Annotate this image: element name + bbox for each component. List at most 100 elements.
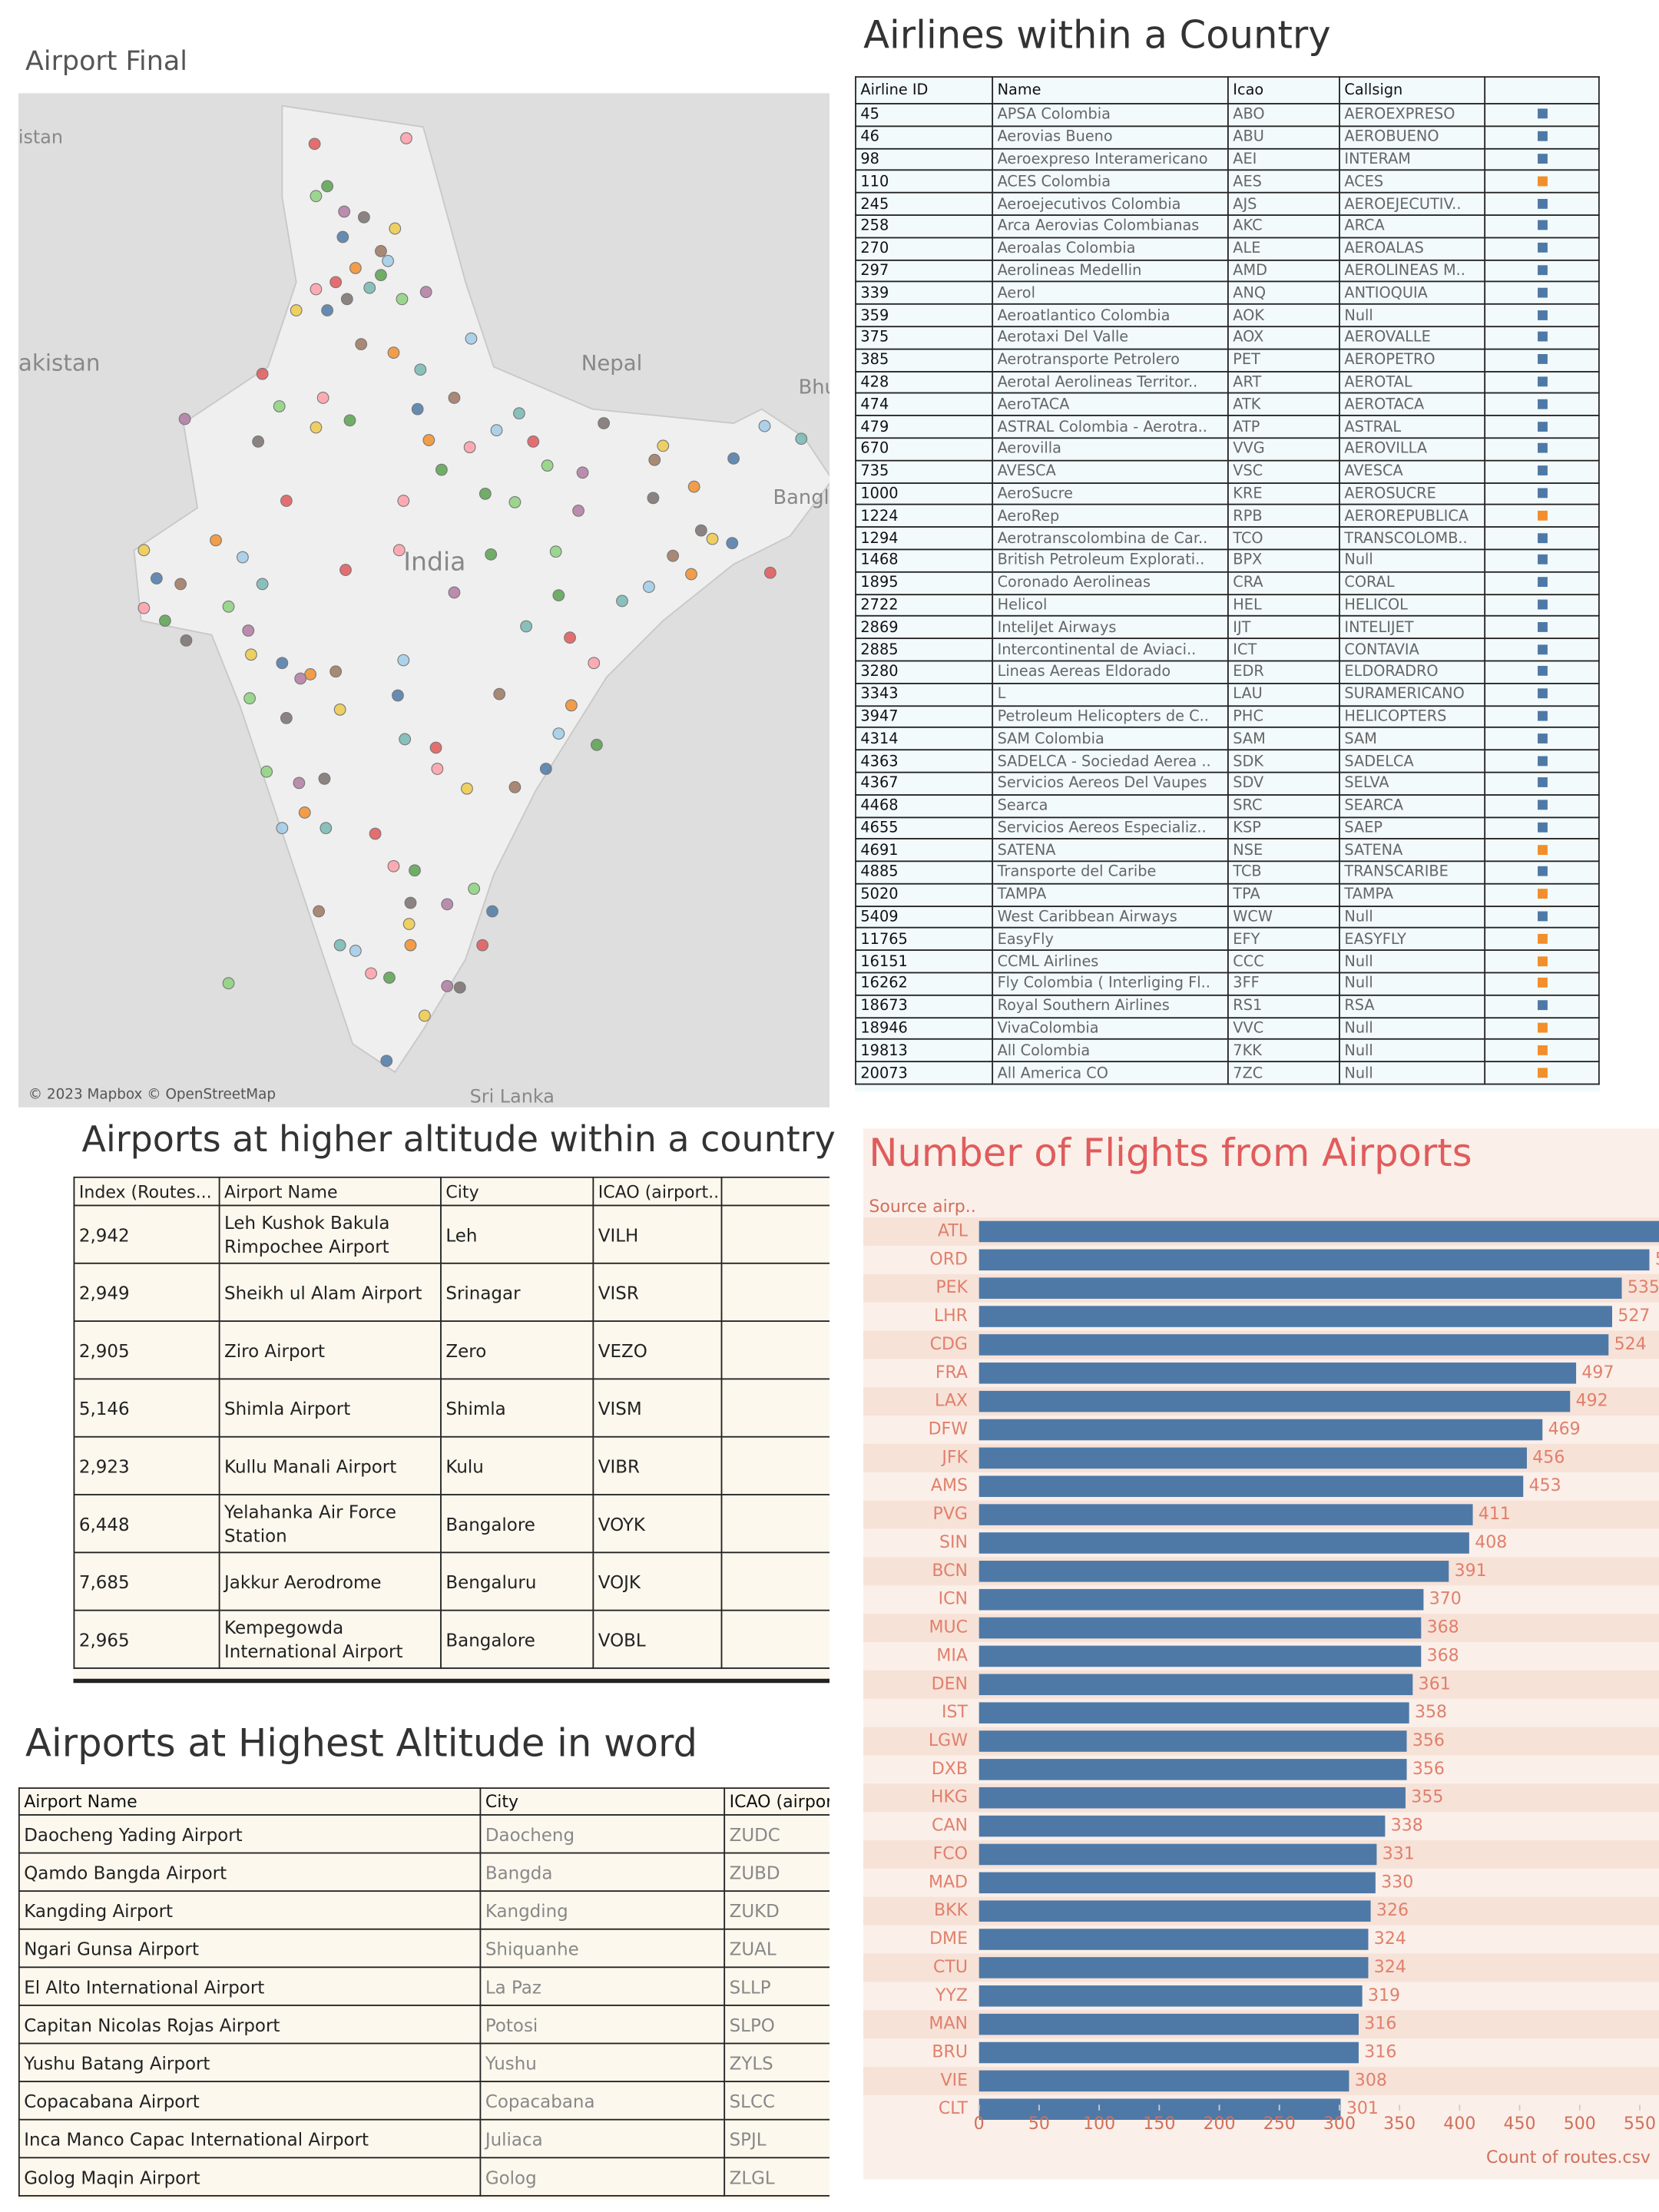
airport-dot	[399, 733, 412, 746]
table-cell: 4655	[855, 816, 994, 840]
table-cell: Null	[1339, 1061, 1486, 1085]
marker-cell	[1484, 816, 1600, 840]
airport-dot	[657, 439, 670, 452]
airport-dot	[329, 665, 343, 678]
status-marker	[1537, 198, 1547, 209]
altitude-table-wrap: Index (Routes... Airport Name City ICAO (ai…	[73, 1176, 830, 1684]
table-cell: InteliJet Airways	[992, 615, 1229, 640]
bar	[979, 1872, 1376, 1894]
x-tick-label: 200	[1203, 2114, 1235, 2134]
table-cell: AeroSucre	[992, 482, 1229, 506]
table-row: 45 APSA Colombia ABO AEROEXPRESO	[855, 103, 1600, 127]
table-row: 479 ASTRAL Colombia - Aerotra.. ATP ASTRAL	[855, 415, 1600, 439]
data-label: 524	[1614, 1335, 1647, 1354]
airport-dot	[441, 979, 454, 992]
table-cell: AOX	[1227, 326, 1340, 350]
marker-cell	[1484, 526, 1600, 551]
table-cell: 258	[855, 214, 994, 238]
table-row: 98 Aeroexpreso Interamericano AEI INTERAM	[855, 147, 1600, 171]
table-cell: VIBR	[592, 1435, 723, 1495]
table-cell: EASYFLY	[1339, 927, 1486, 952]
y-tick-label: DEN	[932, 1674, 968, 1694]
table-cell: SATENA	[1339, 838, 1486, 863]
table-cell: AOK	[1227, 303, 1340, 328]
table-cell: Golog Maqin Airport	[18, 2157, 482, 2197]
table-row: 4367 Servicios Aereos Del Vaupes SDV SELVA	[855, 771, 1600, 796]
table-cell: 2,942	[73, 1204, 220, 1264]
airport-dot	[137, 601, 151, 614]
table-row: 46 Aerovias Bueno ABU AEROBUENO	[855, 125, 1600, 149]
airport-dot	[273, 400, 286, 412]
table-cell: Coronado Aerolineas	[992, 571, 1229, 595]
table-row: 385 Aerotransporte Petrolero PET AEROPETRO	[855, 348, 1600, 373]
airport-dot	[465, 332, 478, 345]
table-row: 2,923 Kullu Manali Airport Kulu VIBR	[73, 1435, 830, 1495]
table-cell: Inca Manco Capac International Airport	[18, 2118, 482, 2159]
airport-dot	[486, 905, 498, 918]
marker-cell	[1484, 281, 1600, 306]
table-row: 428 Aerotal Aerolineas Territor.. ART AEROT…	[855, 370, 1600, 395]
table-cell: AEROEXPRESO	[1339, 103, 1486, 127]
y-tick-label: ORD	[929, 1250, 968, 1269]
table-cell: AVESCA	[1339, 459, 1486, 484]
airport-dot	[576, 466, 589, 479]
marker-cell	[1484, 370, 1600, 395]
y-tick-label: PEK	[935, 1278, 968, 1297]
table-cell: VOJK	[592, 1551, 723, 1611]
table-cell: PET	[1227, 348, 1340, 373]
map-label: Nepal	[581, 351, 643, 376]
data-label: 391	[1455, 1561, 1487, 1581]
data-label: 497	[1581, 1363, 1614, 1382]
table-cell: Servicios Aereos Del Vaupes	[992, 771, 1229, 796]
airport-dot	[382, 254, 395, 267]
table-cell: Kempegowda International Airport	[218, 1609, 442, 1669]
table-cell: VOYK	[592, 1494, 723, 1554]
airport-dot	[598, 417, 611, 429]
table-cell: Transporte del Caribe	[992, 860, 1229, 885]
table-cell	[720, 1494, 830, 1554]
table-cell: 5020	[855, 882, 994, 907]
x-tick-label: 500	[1564, 2114, 1596, 2134]
table-cell: HELICOL	[1339, 593, 1486, 618]
table-cell: INTERAM	[1339, 147, 1486, 171]
status-marker	[1537, 933, 1547, 944]
status-marker	[1537, 688, 1547, 699]
table-cell	[720, 1609, 830, 1669]
table-cell: CRA	[1227, 571, 1340, 595]
table-cell: Leh	[440, 1204, 594, 1264]
column-header: Airport Name	[18, 1787, 482, 1816]
marker-cell	[1484, 637, 1600, 662]
table-row: 670 Aerovilla VVG AEROVILLA	[855, 437, 1600, 462]
table-cell: 5409	[855, 905, 994, 929]
table-cell: 670	[855, 437, 994, 462]
marker-cell	[1484, 949, 1600, 974]
status-marker	[1537, 532, 1547, 543]
status-marker	[1537, 220, 1547, 231]
table-cell: SADELCA	[1339, 749, 1486, 773]
marker-cell	[1484, 548, 1600, 573]
table-cell: 3FF	[1227, 972, 1340, 996]
airport-dot	[375, 245, 387, 257]
airport-dot	[293, 777, 306, 790]
table-cell: All Colombia	[992, 1038, 1229, 1063]
airport-dot	[448, 586, 461, 599]
table-cell: VVG	[1227, 437, 1340, 462]
table-cell: SATENA	[992, 838, 1229, 863]
airport-dot	[383, 971, 396, 984]
status-marker	[1537, 800, 1547, 810]
airport-dot	[339, 564, 352, 576]
airport-dot	[310, 190, 323, 203]
table-cell: LAU	[1227, 682, 1340, 707]
airport-dot	[435, 463, 448, 476]
table-cell: 1895	[855, 571, 994, 595]
table-cell: AEROBUENO	[1339, 125, 1486, 149]
table-cell: Yushu Batang Airport	[18, 2042, 482, 2083]
airport-dot	[520, 620, 533, 633]
table-cell: Aerotransporte Petrolero	[992, 348, 1229, 373]
marker-cell	[1484, 571, 1600, 595]
table-row: Ngari Gunsa Airport Shiquanhe ZUAL	[18, 1928, 830, 1969]
y-tick-label: MAD	[929, 1873, 968, 1892]
table-row: 7,685 Jakkur Aerodrome Bengaluru VOJK	[73, 1551, 830, 1611]
table-cell: ABU	[1227, 125, 1340, 149]
